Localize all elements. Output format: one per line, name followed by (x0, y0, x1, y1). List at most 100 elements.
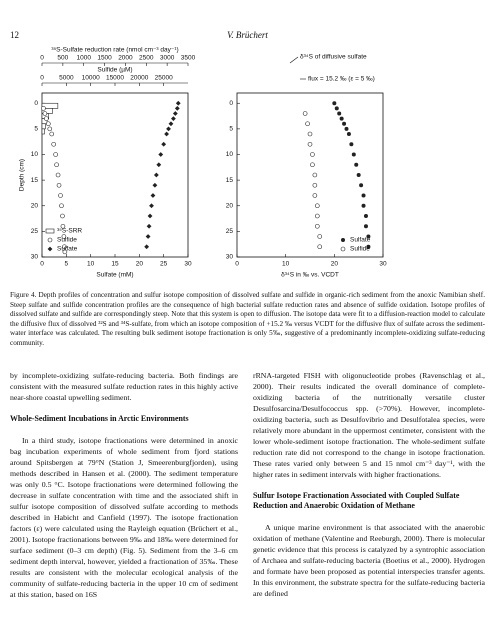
point (147, 213, 153, 219)
point (156, 162, 162, 168)
legend-label: Sulfate (350, 237, 371, 244)
legend-swatch (341, 238, 345, 242)
point (342, 121, 347, 126)
y-tick-label: 10 (226, 151, 234, 158)
y-tick-label: 10 (31, 151, 39, 158)
point (149, 203, 154, 209)
y-tick-label: 25 (226, 228, 234, 235)
point (337, 111, 342, 116)
point (53, 152, 58, 157)
point (359, 183, 364, 188)
running-head: V. Brüchert (227, 30, 268, 40)
point (174, 105, 180, 111)
annotation: δ³⁴S of diffusive sulfate (300, 54, 367, 61)
figure: δ³⁴S of diffusive sulfate flux = 15.2 ‰ … (19, 47, 387, 279)
point (42, 111, 48, 116)
legend-swatch (45, 228, 55, 234)
point (168, 121, 174, 127)
point (62, 244, 67, 250)
point (44, 116, 49, 121)
point (41, 106, 46, 111)
point (317, 234, 323, 239)
section-heading: Sulfur Isotope Fractionation Associated … (253, 491, 460, 510)
point (55, 172, 61, 178)
top-tick-label: 3000 (160, 55, 175, 62)
legend-swatch (47, 237, 53, 243)
point (307, 131, 313, 137)
y-tick-label: 20 (31, 202, 39, 209)
point (54, 162, 59, 168)
point (161, 141, 167, 147)
top-axis-label: Sulfide (µM) (97, 67, 132, 74)
point (332, 101, 337, 106)
point (361, 193, 366, 198)
point (164, 131, 169, 137)
point (366, 234, 371, 239)
top-tick-label: 500 (57, 55, 68, 62)
point (310, 152, 315, 157)
point (175, 100, 181, 106)
paragraph: In a third study, isotope fractionations… (10, 436, 238, 599)
point (62, 249, 68, 255)
page-number: 12 (10, 30, 19, 40)
x-tick-label: 20 (331, 261, 339, 268)
point (314, 203, 320, 209)
point (145, 234, 151, 239)
point (344, 126, 349, 131)
point (60, 223, 66, 229)
point (312, 172, 318, 178)
point (59, 203, 64, 209)
y-tick-label: 30 (31, 254, 39, 261)
x-tick-label: 5 (65, 261, 69, 268)
rate-bar (41, 128, 45, 135)
top-tick-label: 2000 (118, 55, 133, 62)
x-tick-label: 10 (87, 261, 95, 268)
figure-caption: Figure 4. Depth profiles of concentratio… (10, 291, 485, 347)
top-tick-label: 2500 (139, 55, 154, 62)
point (47, 126, 53, 132)
point (56, 182, 62, 188)
top-tick-label: 25000 (155, 75, 173, 82)
x-tick-label: 25 (160, 261, 168, 268)
point (46, 121, 51, 127)
top-tick-label: 0 (40, 55, 44, 62)
top-tick-label: 1000 (76, 55, 91, 62)
legend-swatch (340, 246, 346, 252)
point (307, 141, 313, 147)
left-column: by incomplete-oxidizing sulfate-reducing… (10, 370, 238, 600)
rate-bar (41, 123, 46, 130)
legend-swatch (47, 246, 53, 252)
paragraph: A unique marine environment is that asso… (253, 523, 485, 598)
paragraph: rRNA-targeted FISH with oligonucleotide … (253, 371, 485, 479)
top-tick-label: 5000 (59, 75, 74, 82)
point (310, 162, 315, 168)
top-tick-label: 15000 (106, 75, 124, 82)
point (166, 126, 171, 132)
top-tick-label: 10000 (82, 75, 100, 82)
point (363, 224, 368, 229)
top-tick-label: 1500 (97, 55, 112, 62)
point (334, 106, 339, 111)
point (314, 213, 320, 219)
y-tick-label: 0 (229, 100, 233, 107)
point (60, 213, 65, 219)
point (339, 116, 344, 121)
y-tick-label: 25 (31, 228, 39, 235)
point (356, 173, 361, 177)
point (172, 111, 178, 116)
section-heading: Whole-Sediment Incubations in Arctic Env… (10, 414, 189, 423)
point (51, 141, 56, 147)
point (361, 203, 366, 208)
top-tick-label: 0 (40, 75, 44, 82)
point (49, 131, 55, 137)
point (144, 244, 150, 250)
point (366, 244, 371, 249)
x-axis-label: Sulfate (mM) (96, 272, 133, 279)
paragraph: by incomplete-oxidizing sulfate-reducing… (10, 371, 238, 402)
y-tick-label: 5 (229, 126, 233, 133)
point (312, 182, 318, 188)
point (153, 172, 159, 178)
point (150, 193, 156, 198)
legend-label: Sulfate (57, 246, 78, 253)
point (314, 223, 320, 229)
